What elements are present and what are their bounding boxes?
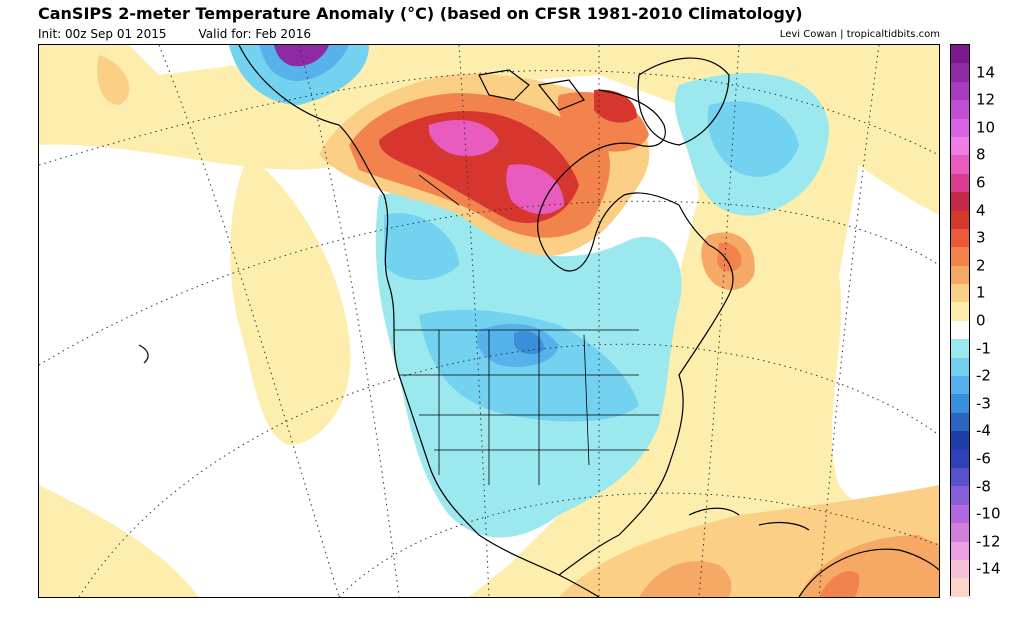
neutral-pacific-region [39, 243, 269, 502]
colorbar-label: -2 [976, 366, 991, 385]
map-title: CanSIPS 2-meter Temperature Anomaly (°C)… [38, 4, 803, 23]
author-credit: Levi Cowan | tropicaltidbits.com [779, 29, 940, 40]
cool-anomaly-north-atlantic-core [707, 101, 799, 177]
colorbar-swatch [951, 578, 969, 597]
colorbar-swatch [951, 302, 969, 321]
colorbar-swatch [951, 100, 969, 119]
colorbar-swatch [951, 155, 969, 174]
colorbar-label: 0 [976, 311, 986, 330]
colorbar-label: 8 [976, 145, 986, 164]
colorbar-label: 14 [976, 63, 996, 82]
colorbar-label: -14 [976, 559, 1001, 578]
colorbar-swatch [951, 81, 969, 101]
colorbar-label: 1 [976, 283, 986, 302]
colorbar-swatch [951, 431, 969, 450]
warm-tropical-pacific [39, 485, 199, 597]
warm-pacific-band [230, 155, 351, 445]
warm-anomaly-atlantic-core [717, 242, 742, 272]
colorbar-label: 10 [976, 118, 996, 137]
colorbar-label: -8 [976, 477, 991, 496]
colorbar-label: -6 [976, 449, 991, 468]
colorbar-swatch [951, 173, 969, 193]
neutral-atlantic-region [831, 165, 939, 519]
colorbar-swatch [951, 265, 969, 285]
cool-anomaly-bc [384, 213, 459, 280]
colorbar-swatch [951, 541, 969, 560]
colorbar-swatch [951, 118, 969, 137]
colorbar-swatch [951, 284, 969, 303]
colorbar-swatch [951, 339, 969, 358]
colorbar-swatch [951, 376, 969, 395]
political-borders [394, 174, 659, 485]
colorbar-swatch [951, 467, 969, 487]
hot-core-hudson [506, 164, 564, 215]
init-time: Init: 00z Sep 01 2015 [38, 27, 167, 41]
anomaly-map [38, 44, 940, 598]
cool-anomaly-core [514, 330, 544, 355]
colorbar-swatch [951, 504, 969, 524]
colorbar-label: 12 [976, 90, 996, 109]
warm-anomaly-south-america-core [819, 571, 860, 597]
colorbar-swatch [951, 192, 969, 211]
valid-period: Valid for: Feb 2016 [198, 27, 311, 41]
colorbar-swatch [951, 45, 969, 64]
colorbar-swatch [951, 228, 969, 248]
colorbar-swatch [951, 320, 969, 340]
colorbar-swatch [951, 357, 969, 377]
colorbar-swatch [951, 210, 969, 229]
colorbar-swatch [951, 412, 969, 432]
colorbar-swatch [951, 449, 969, 468]
warm-spot-northwest [97, 55, 130, 105]
colorbar-swatch [951, 136, 969, 156]
colorbar-label: -10 [976, 504, 1001, 523]
colorbar-swatch [951, 523, 969, 542]
colorbar [950, 44, 970, 597]
colorbar-swatch [951, 63, 969, 82]
run-info: Init: 00z Sep 01 2015 Valid for: Feb 2016 [38, 27, 311, 41]
colorbar-swatch [951, 486, 969, 505]
coastlines [138, 45, 939, 597]
colorbar-swatch [951, 559, 969, 579]
colorbar-label: 6 [976, 173, 986, 192]
colorbar-label: 2 [976, 256, 986, 275]
colorbar-label: -1 [976, 339, 991, 358]
colorbar-labels: 14 12 10 8 6 4 3 2 1 0 -1 -2 -3 -4 -6 -8 -10 -12 -14 [976, 44, 1022, 596]
colorbar-label: -12 [976, 532, 1001, 551]
colorbar-swatch [951, 247, 969, 266]
map-canvas [39, 45, 939, 597]
colorbar-label: -4 [976, 421, 991, 440]
hot-anomaly-baffin [594, 89, 637, 123]
colorbar-swatch [951, 394, 969, 413]
hot-core-yukon [428, 120, 499, 157]
colorbar-label: -3 [976, 394, 991, 413]
colorbar-label: 3 [976, 228, 986, 247]
graticule [39, 45, 939, 597]
warm-anomaly-central-america [639, 561, 732, 597]
colorbar-label: 4 [976, 201, 986, 220]
